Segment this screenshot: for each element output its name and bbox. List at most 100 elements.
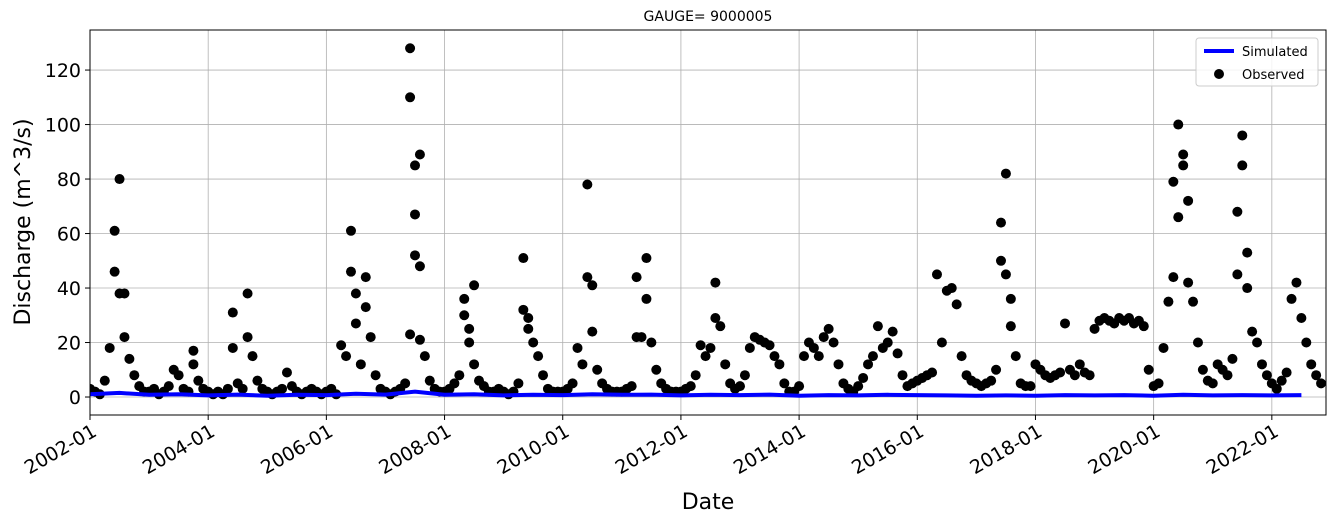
data-point [794,381,805,392]
data-point [1311,370,1322,381]
data-point [227,342,238,353]
data-point [872,321,883,332]
data-point [1291,277,1302,288]
data-point [99,375,110,386]
data-point [1060,318,1071,329]
data-point [469,280,480,291]
data-point [1000,168,1011,179]
data-point [808,342,819,353]
data-point [370,370,381,381]
data-point [715,321,726,332]
data-point [631,272,642,283]
data-point [237,383,248,394]
data-point [104,342,115,353]
data-point [350,318,361,329]
data-point [405,329,416,340]
data-point [1173,212,1184,223]
legend-label: Simulated [1242,45,1308,60]
data-point [577,359,588,370]
data-point [867,351,878,362]
data-point [1316,378,1326,389]
data-point [119,288,130,299]
data-point [710,277,721,288]
data-point [222,383,233,394]
data-point [109,266,120,277]
data-point [345,266,356,277]
data-point [695,340,706,351]
data-point [1192,337,1203,348]
data-point [1301,337,1312,348]
data-point [646,337,657,348]
data-point [410,209,421,220]
data-point [1227,353,1238,364]
data-point [405,92,416,103]
data-point [572,342,583,353]
data-point [459,293,470,304]
data-point [1276,375,1287,386]
data-point [685,381,696,392]
data-point [464,337,475,348]
data-point [582,272,593,283]
data-point [1158,342,1169,353]
data-point [1178,149,1189,160]
data-point [956,351,967,362]
data-point [1252,337,1263,348]
data-point [986,375,997,386]
data-point [567,378,578,389]
data-point [523,313,534,324]
data-point [1025,381,1036,392]
data-point [193,375,204,386]
data-point [823,323,834,334]
data-point [449,378,460,389]
data-point [641,253,652,264]
data-point [247,351,258,362]
data-point [518,253,529,264]
data-point [1271,383,1282,394]
data-point [1168,176,1179,187]
data-point [1168,272,1179,283]
data-point [744,342,755,353]
data-point [1306,359,1317,370]
data-point [188,345,199,356]
data-point [651,364,662,375]
data-point [995,217,1006,228]
data-point [1242,283,1253,294]
chart-title: GAUGE= 9000005 [644,9,773,25]
data-point [799,351,810,362]
data-point [991,364,1002,375]
data-point [641,293,652,304]
data-point [341,351,352,362]
data-point [1143,364,1154,375]
data-point [1055,367,1066,378]
data-point [853,381,864,392]
data-point [931,269,942,280]
data-point [587,280,598,291]
data-point [459,310,470,321]
data-point [1183,195,1194,206]
data-point [828,337,839,348]
data-point [582,179,593,190]
data-point [227,307,238,318]
data-point [626,381,637,392]
data-point [863,359,874,370]
data-point [774,359,785,370]
data-point [587,326,598,337]
data-point [1222,370,1233,381]
data-point [951,299,962,310]
data-point [764,340,775,351]
data-point [705,342,716,353]
data-point [720,359,731,370]
data-point [1069,370,1080,381]
y-tick-label: 60 [57,224,81,246]
data-point [345,225,356,236]
data-point [513,378,524,389]
data-point [936,337,947,348]
data-point [690,370,701,381]
data-point [927,367,938,378]
data-point [454,370,465,381]
data-point [739,370,750,381]
data-point [336,340,347,351]
data-point [1242,247,1253,258]
data-point [528,337,539,348]
